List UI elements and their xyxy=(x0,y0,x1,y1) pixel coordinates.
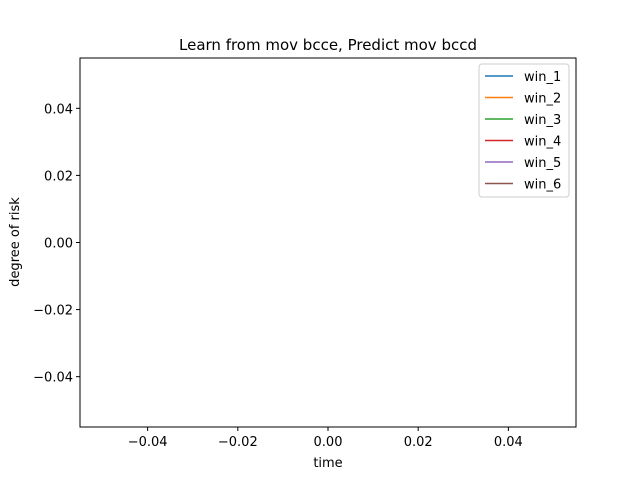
y-tick-label: −0.02 xyxy=(33,304,73,319)
legend-label-win_4: win_4 xyxy=(524,135,561,150)
chart-title: Learn from mov bcce, Predict mov bccd xyxy=(179,36,477,54)
legend-label-win_5: win_5 xyxy=(524,156,561,171)
y-axis-label: degree of risk xyxy=(8,197,23,287)
y-tick-label: 0.04 xyxy=(44,102,73,117)
x-tick-label: 0.00 xyxy=(314,435,343,450)
y-tick-label: 0.02 xyxy=(44,169,73,184)
x-axis: −0.04 −0.02 0.00 0.02 0.04 xyxy=(128,427,523,450)
x-tick-label: −0.02 xyxy=(218,435,258,450)
y-axis: −0.04 −0.02 0.00 0.02 0.04 xyxy=(33,102,80,386)
legend-label-win_2: win_2 xyxy=(524,92,561,107)
x-tick-label: 0.04 xyxy=(494,435,523,450)
y-tick-label: 0.00 xyxy=(44,237,73,252)
legend-label-win_3: win_3 xyxy=(524,113,561,128)
x-tick-label: 0.02 xyxy=(404,435,433,450)
legend: win_1 win_2 win_3 win_4 win_5 win_6 xyxy=(478,63,570,198)
legend-label-win_1: win_1 xyxy=(524,70,561,85)
legend-label-win_6: win_6 xyxy=(524,178,561,193)
y-tick-label: −0.04 xyxy=(33,371,73,386)
x-tick-label: −0.04 xyxy=(128,435,168,450)
x-axis-label: time xyxy=(313,456,342,471)
